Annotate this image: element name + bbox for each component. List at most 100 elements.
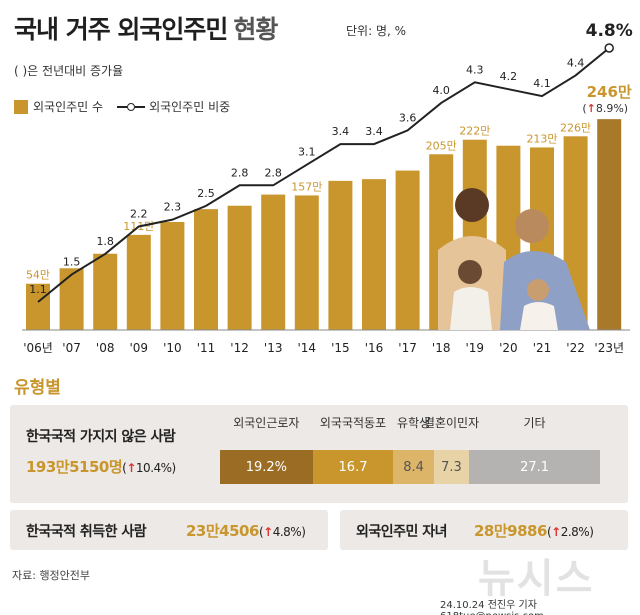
share-label-6: 2.8 <box>231 166 249 179</box>
naturalized-value: 23만4506(↑4.8%) <box>186 522 306 540</box>
bar-5 <box>194 209 218 330</box>
up-arrow-icon: ↑ <box>126 461 136 475</box>
page-title: 국내 거주 외국인주민 현황 <box>14 10 278 46</box>
segment-4: 27.1 <box>469 450 600 484</box>
x-tick-13: '19 <box>466 341 485 355</box>
x-tick-10: '16 <box>365 341 384 355</box>
legend-line-swatch <box>117 102 146 111</box>
non-citizen-count: 193만5150명 <box>26 458 123 476</box>
share-label-9: 3.4 <box>332 125 350 138</box>
share-label-16: 4.4 <box>567 56 585 69</box>
share-label-15: 4.1 <box>533 77 551 90</box>
x-tick-11: '17 <box>398 341 417 355</box>
up-arrow-icon: ↑ <box>263 525 273 539</box>
source-label: 자료: 행정안전부 <box>12 569 91 582</box>
x-tick-16: '22 <box>566 341 585 355</box>
bar-label-0: 54만 <box>26 269 50 282</box>
children-change: 2.8% <box>560 525 590 539</box>
share-label-14: 4.2 <box>500 70 518 83</box>
children-value: 28만9886(↑2.8%) <box>474 522 594 540</box>
segment-2: 8.4 <box>393 450 434 484</box>
bar-8 <box>294 195 319 330</box>
x-tick-6: '12 <box>230 341 249 355</box>
title-sub: 현황 <box>233 15 278 44</box>
bar-2 <box>93 253 118 330</box>
growth-note: ( )은 전년대비 증가율 <box>14 64 124 78</box>
naturalized-label: 한국국적 취득한 사람 <box>26 524 147 540</box>
non-citizen-value: 193만5150명(↑10.4%) <box>26 458 176 476</box>
bar-17 <box>597 119 622 331</box>
share-line <box>37 47 610 303</box>
share-label-12: 4.0 <box>432 84 450 97</box>
x-tick-15: '21 <box>533 341 552 355</box>
share-label-3: 2.2 <box>130 207 148 220</box>
legend-bar-swatch <box>14 99 28 114</box>
segment-label-1: 외국국적동포 <box>319 416 387 430</box>
panel-children <box>340 510 628 550</box>
x-tick-7: '13 <box>264 341 283 355</box>
children-count: 28만9886 <box>474 522 547 540</box>
children-label: 외국인주민 자녀 <box>356 524 448 540</box>
bar-label-12: 205만 <box>426 139 457 152</box>
section-title-types: 유형별 <box>14 378 61 398</box>
x-tick-0: '06년 <box>23 341 53 355</box>
x-tick-17: '23년 <box>594 341 624 355</box>
x-tick-2: '08 <box>96 341 115 355</box>
bar-label-16: 226만 <box>560 121 591 134</box>
x-tick-4: '10 <box>163 341 182 355</box>
bar-6 <box>227 205 252 330</box>
segment-0: 19.2% <box>220 450 313 484</box>
share-label-17: 4.8% <box>586 21 633 41</box>
bar-9 <box>328 180 353 330</box>
bar-10 <box>362 179 386 330</box>
segment-bar: 19.2% 16.7 8.4 7.3 27.1 <box>220 450 600 484</box>
share-label-1: 1.5 <box>63 256 81 269</box>
share-label-2: 1.8 <box>96 235 114 248</box>
up-arrow-icon: ↑ <box>551 525 561 539</box>
bar-3 <box>126 234 151 330</box>
unit-label: 단위: 명, % <box>346 24 407 38</box>
share-label-0: 1.1 <box>29 283 47 296</box>
population-chart: 54만111만157만205만222만213만226만246만(↑8.9%)'0… <box>22 21 633 355</box>
segment-3: 7.3 <box>433 450 470 484</box>
legend-bar-label: 외국인주민 수 <box>33 100 104 114</box>
bar-4 <box>160 222 185 330</box>
x-tick-12: '18 <box>432 341 451 355</box>
x-tick-3: '09 <box>130 341 149 355</box>
share-label-4: 2.3 <box>164 201 182 214</box>
segment-label-2: 유학생 <box>397 416 431 430</box>
legend: 외국인주민 수 외국인주민 비중 <box>14 98 230 115</box>
family-illustration <box>438 188 590 330</box>
share-label-5: 2.5 <box>197 187 215 200</box>
bar-label-15: 213만 <box>526 132 557 145</box>
x-tick-9: '15 <box>331 341 350 355</box>
bar-1 <box>59 268 84 330</box>
last-change-label: (↑8.9%) <box>582 102 628 115</box>
bar-11 <box>395 170 420 330</box>
share-label-11: 3.6 <box>399 111 417 124</box>
share-label-10: 3.4 <box>365 125 383 138</box>
x-tick-1: '07 <box>62 341 81 355</box>
naturalized-count: 23만4506 <box>186 522 259 540</box>
bar-label-8: 157만 <box>291 180 322 193</box>
share-point-17 <box>604 43 614 53</box>
share-label-8: 3.1 <box>298 146 316 159</box>
share-label-7: 2.8 <box>264 166 282 179</box>
segment-1: 16.7 <box>312 450 394 484</box>
bar-label-13: 222만 <box>459 125 490 138</box>
segment-label-3: 결혼이민자 <box>423 416 480 430</box>
x-tick-5: '11 <box>197 341 216 355</box>
panel-naturalized <box>10 510 328 550</box>
share-label-13: 4.3 <box>466 63 484 76</box>
legend-line-label: 외국인주민 비중 <box>149 100 231 114</box>
x-tick-8: '14 <box>298 341 317 355</box>
watermark-logo: 뉴시스 <box>478 556 595 602</box>
credit-label: 24.10.24 전진우 기자 618tue@newsis.com <box>440 600 544 615</box>
bar-label-17: 246만 <box>587 83 632 101</box>
segment-label-0: 외국인근로자 <box>233 416 300 430</box>
non-citizen-label: 한국국적 가지지 않은 사람 <box>26 429 176 445</box>
title-main: 국내 거주 외국인주민 <box>14 15 228 44</box>
segment-label-4: 기타 <box>523 416 546 430</box>
bar-7 <box>261 194 286 330</box>
x-tick-14: '20 <box>499 341 518 355</box>
